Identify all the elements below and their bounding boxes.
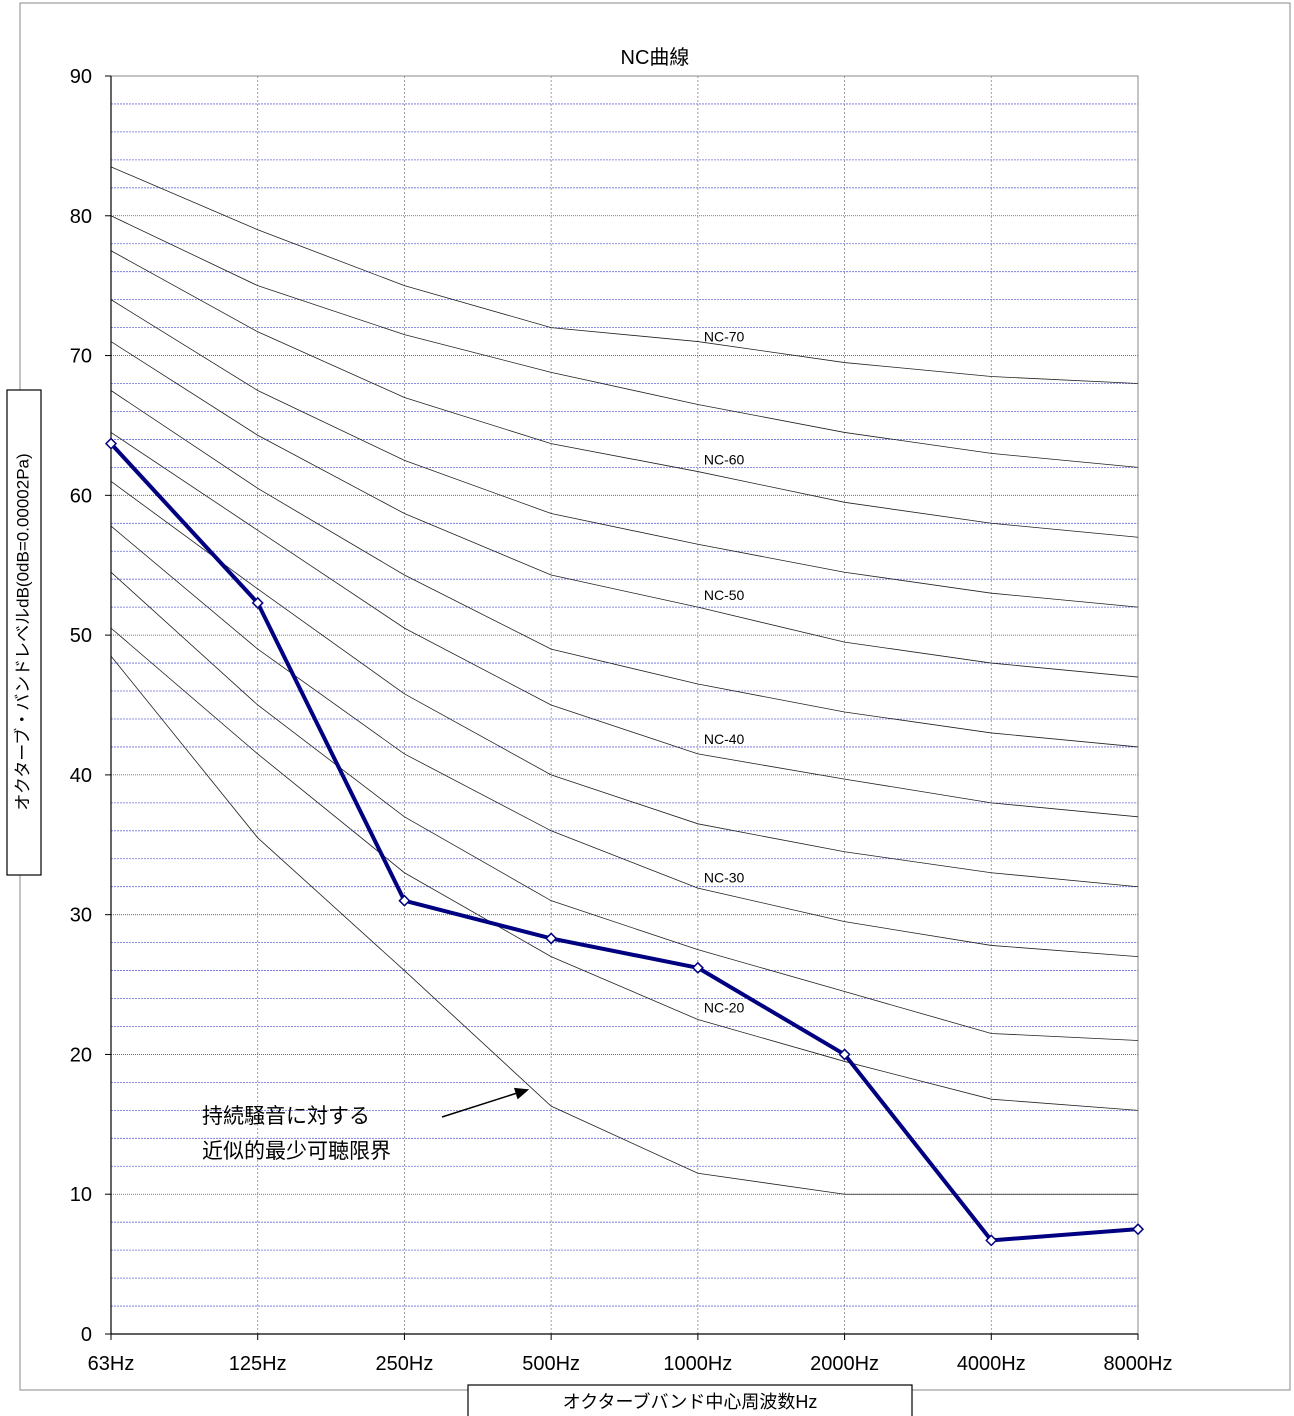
series-marker [545,932,558,945]
nc-curve-line [110,571,1139,1041]
annotation-line-2: 近似的最少可聴限界 [202,1140,391,1163]
y-tick-label: 20 [70,1044,92,1066]
nc-curve-line [110,250,1139,538]
nc-curve-label: NC-20 [704,1000,745,1016]
nc-curve-label: NC-30 [704,870,745,886]
series-marker [985,1234,998,1247]
nc-curve-line [110,627,1139,1111]
x-tick-label: 125Hz [229,1353,287,1375]
x-tick-label: 4000Hz [957,1353,1026,1375]
chart-area-frame [19,2,1291,1391]
series-marker [251,596,264,610]
nc-curve-line [110,166,1139,384]
annotation-line-1: 持続騒音に対する [202,1105,370,1128]
y-tick-label: 90 [70,66,92,88]
y-axis-label: オクターブ・バンドレベルdB(0dB=0.00002Pa) [12,453,32,810]
x-axis-label-frame [467,1384,913,1416]
nc-curve-line [110,215,1139,468]
y-tick-label: 80 [70,206,92,228]
series-line [109,442,1139,1243]
nc-curve-line [110,341,1139,678]
y-axis-label-frame [6,389,42,876]
axis-ticks: 0 10 20 30 40 50 60 70 80 90 63Hz 125Hz 250Hz 500Hz 10… [70,66,1173,1375]
x-tick-label: 500Hz [522,1353,580,1375]
x-tick-label: 63Hz [88,1353,135,1375]
threshold-annotation: 持続騒音に対する 近似的最少可聴限界 [202,1087,530,1163]
series-marker [1131,1223,1145,1236]
series-marker [104,437,118,450]
nc-curve-line [110,299,1139,608]
y-tick-label: 70 [70,346,92,368]
y-tick-label: 30 [70,905,92,927]
x-tick-label: 8000Hz [1104,1353,1173,1375]
nc-curve-label: NC-70 [704,329,745,345]
y-axis-label-box: オクターブ・バンドレベルdB(0dB=0.00002Pa) [6,389,42,876]
x-tick-label: 250Hz [376,1353,434,1375]
nc-curve-line [110,481,1139,888]
x-tick-label: 1000Hz [663,1353,732,1375]
nc-curve-label: NC-40 [704,731,745,747]
grid-lines [110,75,1139,1335]
annotation-arrow-shaft [441,1091,520,1118]
y-tick-label: 50 [70,625,92,647]
chart-title: NC曲線 [621,46,690,69]
x-axis-label-box: オクターブバンド中心周波数Hz [467,1384,913,1416]
nc-curve-line [110,432,1139,818]
y-tick-label: 0 [81,1324,92,1346]
nc-curve-labels: NC-70 NC-60 NC-50 NC-40 NC-30 NC-20 [704,329,745,1016]
nc-curve-line [110,655,1138,1195]
nc-curve-line [110,390,1139,748]
series-marker [691,961,704,974]
y-tick-label: 40 [70,765,92,787]
x-axis-label: オクターブバンド中心周波数Hz [563,1391,818,1412]
x-tick-label: 2000Hz [810,1353,879,1375]
nc-curve-label: NC-50 [704,587,745,603]
measured-series [104,437,1145,1247]
nc-curve-line [110,525,1139,957]
y-tick-label: 10 [70,1184,92,1206]
annotation-arrow-head [513,1087,530,1100]
nc-curves [110,166,1139,1195]
y-tick-label: 60 [70,485,92,507]
nc-curve-label: NC-60 [704,452,745,468]
series-marker [838,1048,851,1061]
series-marker [398,894,411,907]
